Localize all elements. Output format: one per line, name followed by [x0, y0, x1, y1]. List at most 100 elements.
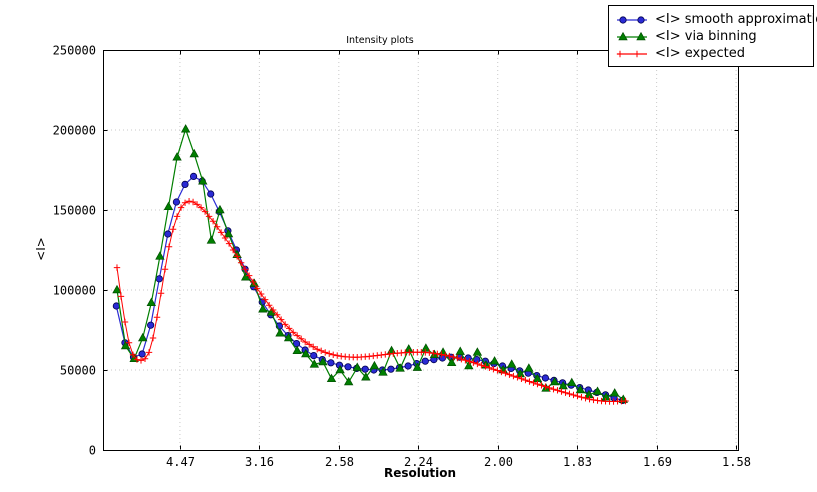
data-point-plus [253, 285, 261, 292]
data-point-plus [470, 359, 477, 366]
data-point-triangle [378, 367, 388, 376]
data-point-triangle [567, 377, 577, 387]
data-point-plus [430, 350, 437, 357]
data-point-triangle [155, 251, 165, 260]
data-point-plus [245, 272, 253, 279]
data-point-plus [157, 290, 165, 297]
data-point-circle [147, 321, 155, 329]
data-point-plus [113, 264, 121, 271]
data-point-plus [578, 394, 585, 401]
data-point-plus [297, 335, 305, 342]
data-point-plus [173, 213, 181, 220]
data-point-plus [514, 374, 521, 381]
data-point-triangle [524, 363, 534, 372]
data-point-circle [189, 172, 198, 180]
data-point-plus [330, 351, 337, 358]
data-point-plus [277, 316, 285, 323]
data-point-plus [314, 346, 321, 353]
data-point-triangle [352, 362, 362, 371]
data-point-circle [172, 198, 181, 206]
data-point-triangle [489, 356, 500, 365]
data-point-triangle [395, 363, 405, 372]
x-tick-label: 1.83 [563, 455, 592, 469]
data-point-plus [590, 396, 597, 404]
data-point-plus [494, 367, 501, 374]
data-point-plus [265, 302, 273, 309]
data-point-plus [241, 266, 249, 273]
legend-line-plus-sample [616, 50, 647, 57]
data-point-circle [541, 374, 550, 382]
data-point-triangle [206, 235, 217, 244]
data-point-plus [249, 278, 257, 286]
data-point-plus [458, 355, 465, 363]
data-point-triangle [318, 356, 328, 366]
data-point-plus [482, 363, 489, 370]
data-point-plus [558, 388, 565, 395]
data-point-triangle [309, 359, 320, 368]
data-point-triangle [215, 204, 225, 214]
data-point-triangle [601, 392, 611, 401]
data-point-plus [209, 218, 217, 225]
data-point-plus [273, 311, 281, 318]
data-point-plus [257, 290, 265, 298]
legend-entry-smooth-approximation: <I> smooth approximation [616, 11, 817, 28]
data-point-plus [229, 246, 237, 254]
data-point-circle [404, 362, 412, 370]
data-point-plus [554, 387, 561, 394]
data-point-plus [129, 351, 137, 358]
data-point-triangle [455, 346, 465, 355]
data-point-triangle [180, 124, 191, 133]
data-point-circle [361, 365, 369, 373]
data-point-plus [161, 266, 169, 273]
data-point-plus [285, 325, 293, 332]
data-point-circle [310, 351, 318, 360]
y-tick-label: 100000 [53, 284, 96, 298]
data-point-triangle [609, 388, 620, 397]
data-point-plus [574, 392, 581, 400]
data-point-triangle [412, 362, 423, 371]
data-point-plus [530, 379, 537, 386]
data-point-plus [153, 314, 161, 321]
data-point-plus [281, 321, 289, 328]
y-tick-label: 150000 [53, 204, 96, 218]
data-point-plus [217, 229, 225, 236]
data-point-triangle [326, 373, 337, 383]
data-point-plus [141, 355, 149, 362]
data-point-triangle [172, 152, 182, 161]
x-tick-label: 2.58 [325, 455, 354, 469]
data-point-plus [233, 253, 241, 260]
data-point-plus [586, 395, 593, 403]
axes-frame [103, 50, 739, 451]
legend-line-triangle-sample [617, 31, 647, 40]
data-point-plus [462, 357, 469, 364]
data-point-plus [546, 384, 553, 392]
series-markers-2 [113, 198, 629, 405]
data-point-circle [292, 339, 301, 348]
legend-line-circle-sample [617, 15, 647, 24]
data-point-plus [442, 352, 449, 359]
data-point-triangle [549, 376, 560, 386]
data-point-plus [221, 234, 229, 242]
data-point-triangle [112, 284, 122, 294]
chart-title: Intensity plots [346, 35, 414, 46]
y-tick-label: 0 [89, 444, 96, 458]
x-tick-label: 4.47 [166, 455, 195, 469]
data-point-plus [177, 204, 185, 211]
x-tick-label: 3.16 [245, 455, 274, 469]
series-line-1 [116, 127, 624, 401]
data-point-plus [289, 329, 297, 336]
data-point-plus [478, 362, 485, 369]
data-point-plus [562, 389, 569, 396]
data-point-plus [318, 347, 325, 354]
data-point-plus [189, 198, 197, 206]
data-point-triangle [163, 201, 174, 211]
data-point-plus [622, 397, 629, 405]
data-point-plus [454, 354, 461, 362]
data-point-plus [582, 394, 589, 402]
data-point-triangle [592, 386, 603, 395]
data-point-plus [269, 306, 277, 314]
data-point-triangle [421, 343, 431, 352]
data-point-plus [117, 293, 125, 300]
data-point-circle [138, 350, 146, 358]
data-point-plus [510, 372, 517, 380]
